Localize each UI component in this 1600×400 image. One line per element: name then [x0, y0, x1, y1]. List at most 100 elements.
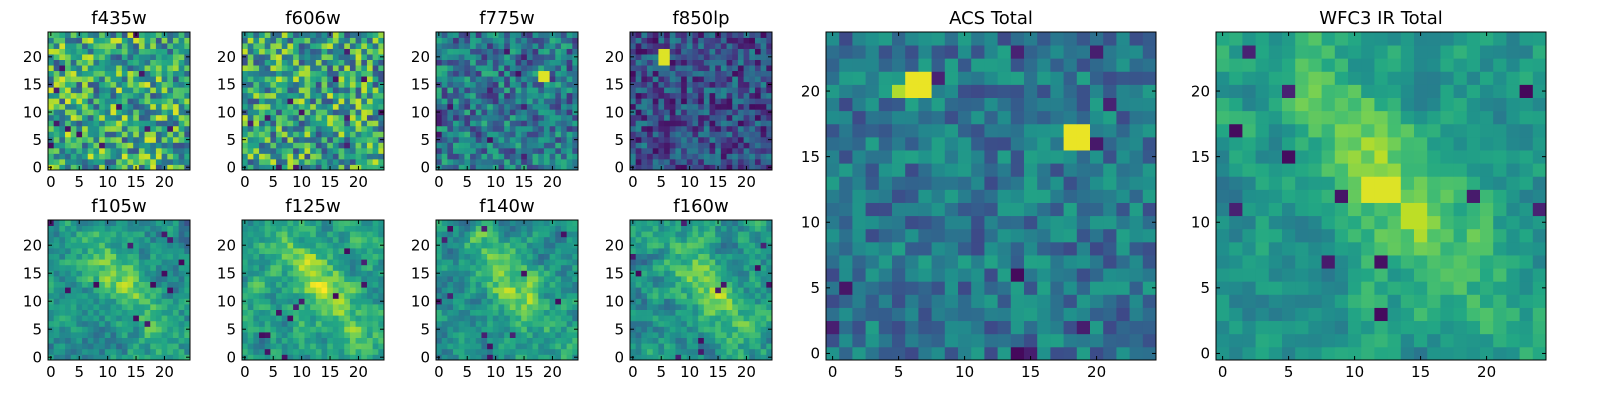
heatmap-cell [310, 48, 317, 55]
heatmap-cell [76, 304, 83, 310]
heatmap-cell [475, 276, 482, 282]
heatmap-cell [464, 270, 471, 277]
heatmap-cell [754, 298, 762, 305]
heatmap-cell [560, 242, 568, 249]
heatmap-cell [441, 164, 448, 171]
heatmap-cell [287, 109, 294, 116]
heatmap-cell [675, 298, 682, 305]
heatmap-cell [59, 259, 66, 266]
heatmap-cell [327, 147, 334, 154]
heatmap-cell [481, 164, 488, 171]
heatmap-cell [475, 281, 482, 288]
heatmap-cell [641, 65, 648, 72]
heatmap-cell [259, 142, 266, 149]
heatmap-cell [338, 125, 345, 132]
heatmap-cell [572, 248, 579, 254]
heatmap-cell [458, 147, 465, 154]
heatmap-cell [338, 337, 345, 344]
heatmap-cell [498, 270, 505, 277]
heatmap-cell [99, 54, 106, 60]
heatmap-cell [709, 332, 716, 338]
heatmap-cell [372, 98, 379, 105]
heatmap-cell [743, 281, 750, 288]
heatmap-cell [321, 225, 328, 232]
heatmap-cell [87, 43, 94, 49]
heatmap-cell [515, 136, 522, 143]
heatmap-cell [760, 114, 767, 121]
heatmap-cell [259, 147, 266, 154]
heatmap-cell [344, 87, 351, 94]
heatmap-cell [372, 264, 379, 271]
heatmap-cell [475, 114, 482, 121]
heatmap-cell [304, 136, 311, 143]
heatmap-cell [65, 354, 72, 361]
heatmap-cell [167, 37, 174, 44]
heatmap-cell [161, 147, 168, 154]
heatmap-cell [361, 70, 368, 77]
heatmap-cell [487, 114, 494, 121]
heatmap-cell [726, 48, 733, 55]
heatmap-cell [498, 70, 505, 77]
heatmap-cell [470, 259, 477, 266]
heatmap-cell [259, 164, 266, 171]
heatmap-cell [276, 248, 283, 254]
heatmap-cell [270, 337, 277, 344]
heatmap-cell [549, 253, 556, 260]
heatmap-cell [184, 125, 191, 132]
heatmap-cell [504, 320, 511, 327]
heatmap-cell [82, 37, 89, 44]
heatmap-cell [760, 81, 767, 88]
heatmap-cell [276, 142, 283, 149]
y-tick-label: 20 [23, 236, 42, 254]
heatmap-cell [681, 114, 688, 121]
heatmap-cell [344, 337, 351, 344]
heatmap-cell [647, 76, 654, 83]
heatmap-cell [737, 158, 744, 165]
heatmap-cell [99, 76, 106, 83]
heatmap-cell [65, 320, 72, 327]
heatmap-cell [70, 315, 77, 322]
heatmap-cell [378, 348, 385, 355]
heatmap-cell [481, 92, 488, 99]
heatmap-cell [48, 332, 55, 338]
heatmap-cell [366, 276, 374, 282]
heatmap-cell [458, 103, 465, 110]
heatmap-cell [178, 43, 185, 49]
heatmap-cell [481, 109, 488, 116]
heatmap-cell [172, 337, 180, 344]
heatmap-cell [749, 304, 756, 310]
heatmap-cell [658, 136, 665, 143]
heatmap-cell [304, 147, 311, 154]
heatmap-cell [378, 320, 385, 327]
heatmap-cell [355, 158, 362, 165]
heatmap-cell [555, 103, 562, 110]
heatmap-cell [726, 32, 733, 38]
heatmap-cell [138, 320, 145, 327]
heatmap-cell [743, 109, 750, 116]
heatmap-cell [121, 281, 128, 288]
heatmap-cell [509, 98, 516, 105]
heatmap-cell [372, 259, 379, 266]
heatmap-cell [560, 32, 568, 38]
heatmap-cell [549, 153, 556, 160]
heatmap-cell [99, 298, 106, 305]
heatmap-cell [116, 259, 123, 266]
heatmap-cell [349, 348, 356, 355]
heatmap-cell [560, 332, 568, 338]
heatmap-cell [737, 81, 744, 88]
heatmap-cell [53, 304, 60, 310]
heatmap-cell [144, 348, 151, 355]
heatmap-cell [681, 292, 688, 299]
heatmap-cell [287, 292, 294, 299]
heatmap-cell [726, 136, 733, 143]
heatmap-cell [475, 54, 482, 60]
heatmap-cell [675, 76, 682, 83]
heatmap-cell [104, 242, 111, 249]
heatmap-cell [538, 337, 545, 344]
heatmap-cell [635, 131, 642, 138]
heatmap-cell [344, 253, 351, 260]
heatmap-cell [59, 292, 66, 299]
heatmap-cell [515, 270, 522, 277]
heatmap-cell [304, 70, 311, 77]
heatmap-cell [543, 136, 550, 143]
